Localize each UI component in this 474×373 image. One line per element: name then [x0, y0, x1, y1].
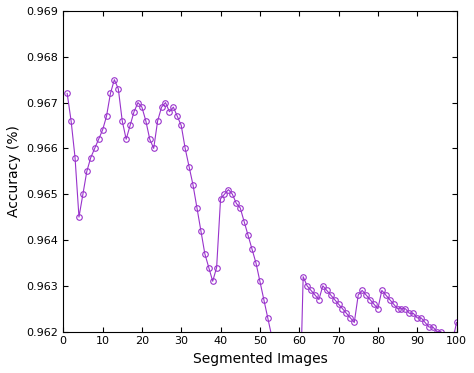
Y-axis label: Accuracy (%): Accuracy (%) — [7, 125, 21, 217]
X-axis label: Segmented Images: Segmented Images — [192, 352, 327, 366]
